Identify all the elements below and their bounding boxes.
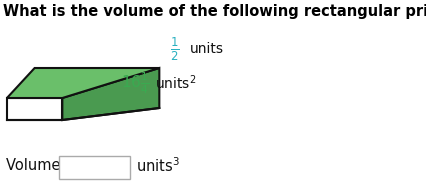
Polygon shape (62, 68, 159, 120)
Text: units$^2$: units$^2$ (155, 74, 196, 92)
Text: What is the volume of the following rectangular prism?: What is the volume of the following rect… (3, 4, 426, 19)
Polygon shape (7, 98, 62, 120)
Text: $16\frac{1}{4}$: $16\frac{1}{4}$ (121, 70, 149, 96)
Text: units: units (190, 42, 225, 56)
FancyBboxPatch shape (59, 156, 130, 179)
Text: Volume =: Volume = (6, 158, 77, 173)
Text: $\frac{1}{2}$: $\frac{1}{2}$ (170, 35, 179, 63)
Polygon shape (7, 68, 159, 98)
Text: units$^3$: units$^3$ (136, 156, 179, 175)
